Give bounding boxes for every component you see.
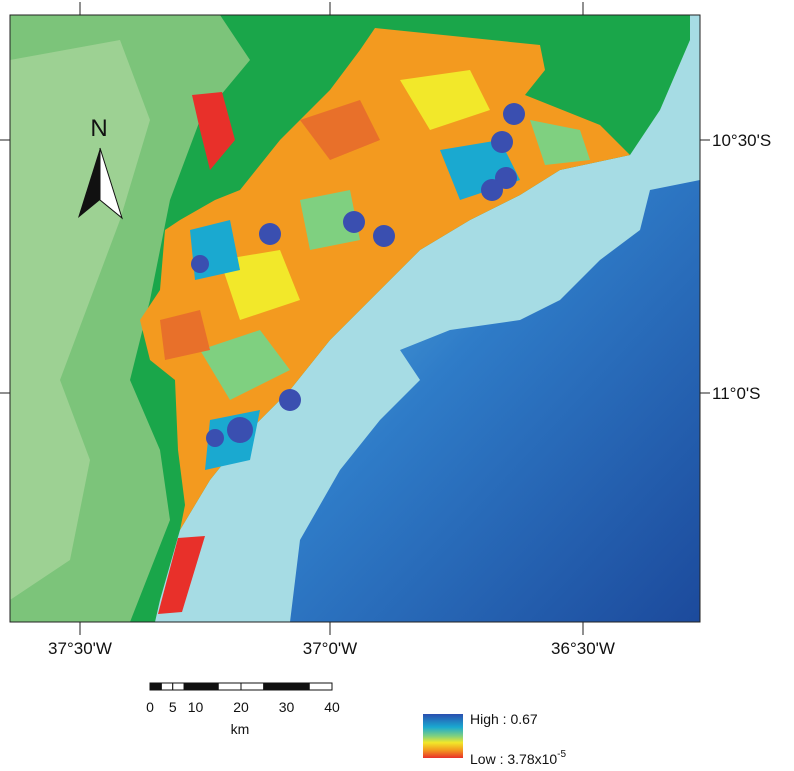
latitude-label: 11°0'S: [712, 384, 761, 403]
latitude-label: 10°30'S: [712, 131, 771, 150]
scale-label: 5: [169, 699, 177, 715]
legend-high: High : 0.67: [470, 711, 538, 727]
scale-label: 10: [188, 699, 204, 715]
north-label: N: [90, 115, 107, 142]
scale-label: 20: [233, 699, 249, 715]
legend-ramp: [423, 714, 463, 758]
scale-unit: km: [231, 721, 250, 737]
longitude-label: 37°0'W: [303, 639, 357, 658]
scale-label: 40: [324, 699, 340, 715]
legend-low: Low : 3.78x10-5: [470, 749, 567, 767]
scale-label: 30: [279, 699, 295, 715]
longitude-label: 37°30'W: [48, 639, 112, 658]
scale-segment: [241, 683, 264, 690]
scale-label: 0: [146, 699, 154, 715]
scale-segment: [309, 683, 332, 690]
legend-low-base: Low : 3.78x10: [470, 751, 557, 767]
legend-low-exponent: -5: [557, 749, 566, 760]
scale-segment: [184, 683, 195, 690]
scale-segment: [264, 683, 287, 690]
longitude-label: 36°30'W: [551, 639, 615, 658]
scale-segment: [161, 683, 172, 690]
map-figure: 37°30'W 37°0'W 36°30'W 10°30'S 11°0'S N …: [0, 0, 794, 771]
map-body: [10, 15, 700, 622]
scale-segment: [173, 683, 184, 690]
scale-segment: [150, 683, 161, 690]
scale-segment: [218, 683, 241, 690]
scale-segment: [196, 683, 219, 690]
scale-segment: [287, 683, 310, 690]
